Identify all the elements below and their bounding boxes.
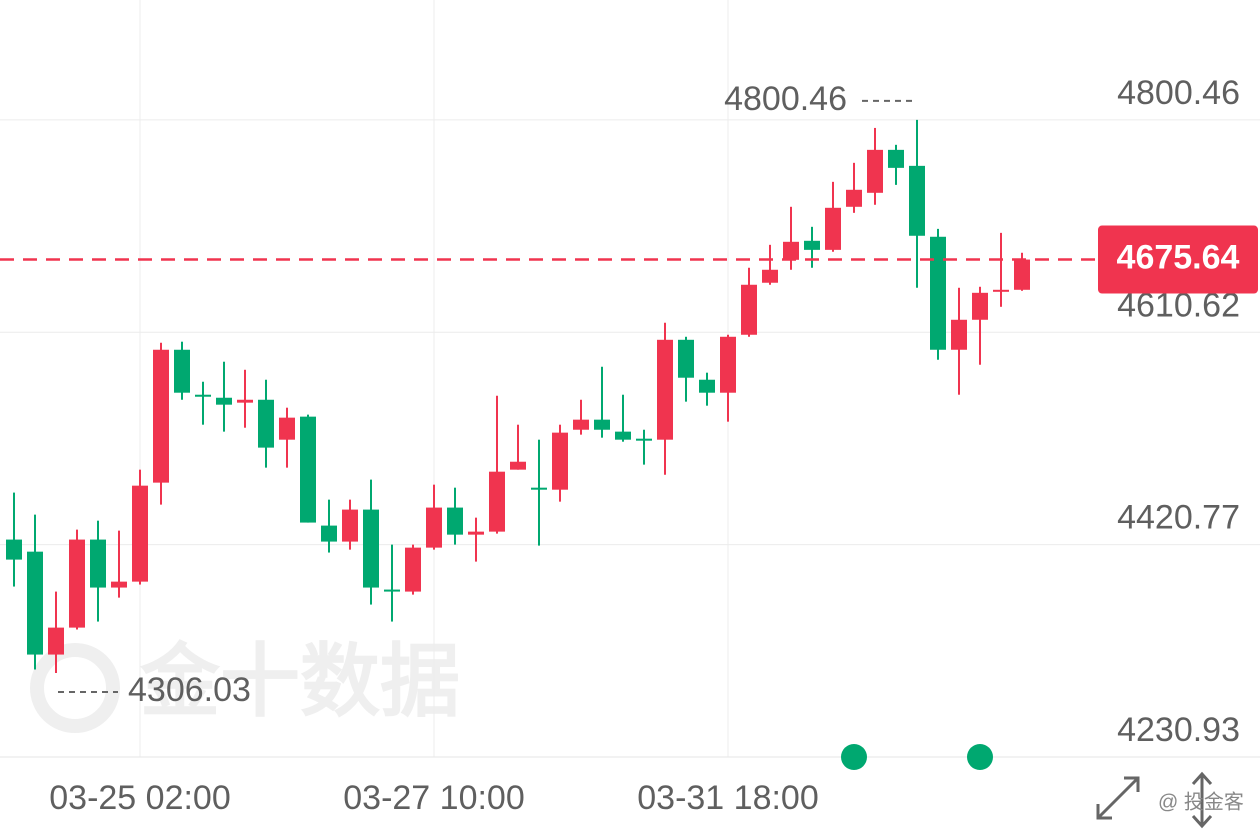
last-price-label: 4675.64 (1117, 239, 1240, 277)
candle-body (552, 432, 568, 490)
candle-body (846, 189, 862, 207)
candle-body (111, 581, 127, 588)
zoom-icon[interactable] (1096, 771, 1213, 829)
candle-body (573, 419, 589, 430)
x-tick-label: 03-25 02:00 (49, 779, 231, 817)
candle-body (321, 525, 337, 542)
last-price-box (1098, 225, 1258, 294)
candle-body (6, 539, 22, 560)
candle-body (594, 419, 610, 430)
high-label: 4800.46 (724, 80, 847, 118)
candle-body (153, 349, 169, 483)
candle-body (930, 236, 946, 350)
candle-body (237, 399, 253, 403)
candle-body (531, 487, 547, 490)
candle-body (972, 292, 988, 320)
candle-body (342, 509, 358, 542)
watermark: 金十数据 (139, 637, 460, 726)
candle-body (69, 539, 85, 628)
y-tick-label: 4230.93 (1117, 711, 1240, 749)
candle-body (363, 509, 379, 588)
candle-body (300, 416, 316, 523)
credit: @ 投金客 (1158, 790, 1244, 813)
candle-body (174, 349, 190, 393)
candle-body (27, 551, 43, 655)
candle-body (825, 207, 841, 250)
candle-body (720, 336, 736, 393)
candle-body (489, 471, 505, 532)
y-tick-label: 4800.46 (1117, 74, 1240, 112)
candle-body (741, 284, 757, 335)
candle-body (888, 149, 904, 168)
candle-body (405, 547, 421, 592)
candle-body (867, 149, 883, 193)
candle-body (279, 417, 295, 440)
candle-body (783, 241, 799, 260)
candle-body (132, 485, 148, 582)
y-tick-label: 4420.77 (1117, 499, 1240, 537)
low-label: 4306.03 (128, 671, 251, 709)
candle-body (384, 589, 400, 592)
candle-body (615, 431, 631, 440)
candle-body (993, 289, 1009, 292)
candle-body (195, 394, 211, 397)
candle-body (657, 339, 673, 440)
candle-body (468, 531, 484, 535)
candle-body (447, 507, 463, 535)
candle-body (90, 539, 106, 588)
watermark-logo (30, 643, 120, 733)
candle-body (510, 461, 526, 470)
candle-body (636, 438, 652, 441)
candle-body (678, 339, 694, 378)
candle-body (951, 319, 967, 350)
candle-body (762, 269, 778, 283)
candle-body (48, 627, 64, 655)
x-tick-label: 03-31 18:00 (637, 779, 819, 817)
candle-body (699, 379, 715, 393)
candle-body (1014, 259, 1030, 290)
x-tick-label: 03-27 10:00 (343, 779, 525, 817)
candle-body (258, 399, 274, 448)
candle-body (804, 240, 820, 250)
candle-body (426, 507, 442, 548)
signal-dot (841, 744, 867, 770)
candle-body (909, 165, 925, 236)
signal-dot (967, 744, 993, 770)
candle-body (216, 397, 232, 405)
